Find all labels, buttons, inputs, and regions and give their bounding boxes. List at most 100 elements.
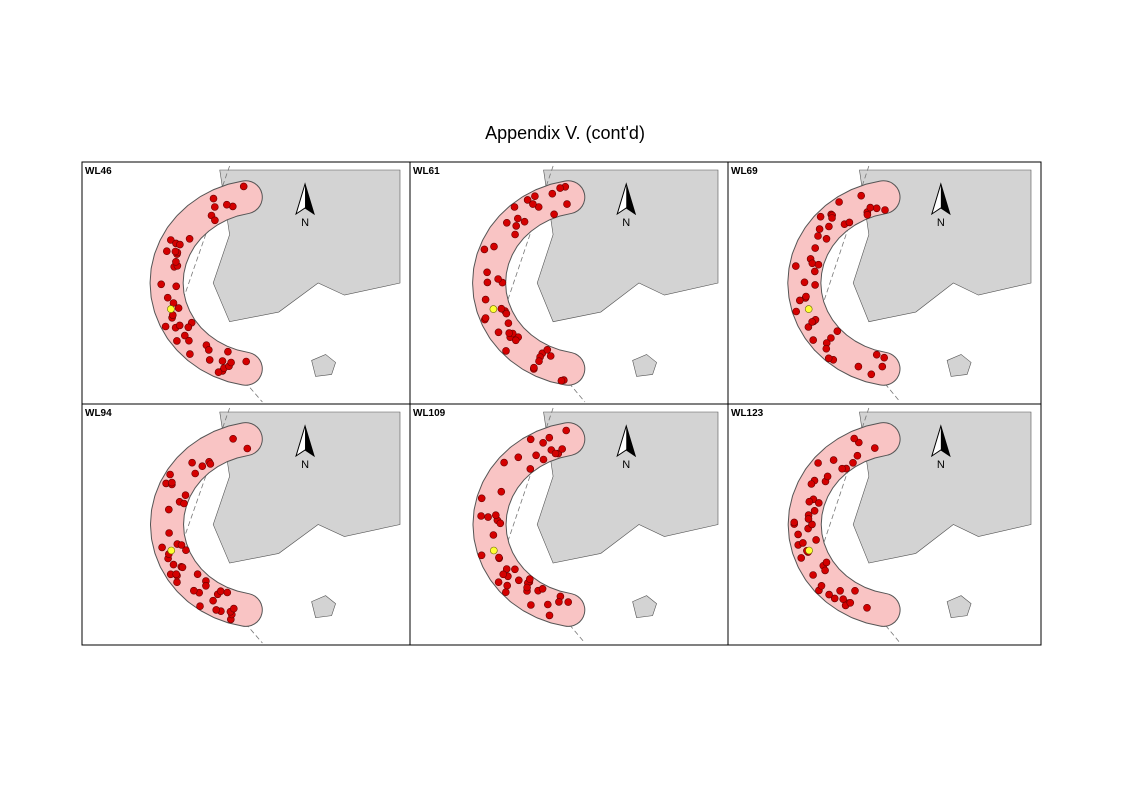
sighting (184, 323, 193, 332)
sighting (177, 541, 186, 549)
sighting (481, 295, 490, 304)
land (852, 411, 1032, 564)
sighting-highlight (805, 546, 813, 555)
sighting (496, 519, 505, 528)
sighting (881, 206, 889, 214)
sighting (503, 218, 511, 227)
sighting (538, 585, 547, 593)
sighting (530, 363, 538, 372)
sighting (822, 235, 831, 243)
sighting (166, 470, 174, 479)
sighting (515, 576, 523, 585)
sighting (483, 268, 491, 277)
north-label: N (937, 217, 945, 229)
sighting (175, 321, 184, 330)
sighting (816, 212, 825, 221)
sighting (833, 327, 842, 335)
panel-label: WL94 (85, 408, 112, 419)
island (632, 595, 657, 618)
map-panel: N WL61 (409, 161, 729, 405)
north-label: N (937, 459, 945, 471)
sighting (504, 319, 513, 327)
sighting (563, 200, 571, 208)
home-range (788, 423, 900, 626)
sighting (158, 543, 166, 552)
sighting (822, 344, 831, 353)
sighting (176, 240, 184, 249)
sighting (490, 242, 498, 251)
sighting (489, 531, 498, 539)
panel-label: WL61 (413, 166, 440, 177)
sighting (494, 328, 503, 337)
sighting (209, 194, 218, 203)
sighting (796, 296, 804, 305)
sighting (185, 336, 193, 345)
sighting (188, 458, 196, 467)
sighting (792, 262, 800, 270)
sighting (545, 611, 554, 620)
panel-label: WL46 (85, 166, 112, 177)
sighting (502, 588, 510, 596)
sighting (527, 601, 535, 609)
north-label: N (622, 459, 630, 471)
sighting (555, 598, 563, 606)
sighting (828, 214, 836, 222)
north-arrow-half (626, 184, 636, 214)
sighting (836, 587, 844, 595)
sighting (495, 553, 503, 562)
sighting (180, 499, 188, 508)
sighting (809, 571, 817, 579)
sighting (878, 362, 887, 371)
sighting (214, 368, 223, 376)
island (311, 595, 336, 618)
sighting (802, 292, 810, 301)
sighting (815, 225, 824, 233)
sighting (821, 566, 829, 575)
land (536, 169, 719, 323)
land (536, 411, 719, 564)
sighting (510, 203, 519, 211)
sighting (822, 558, 831, 567)
sighting (544, 600, 552, 609)
sighting (503, 581, 511, 590)
sighting (812, 536, 820, 544)
panel-label: WL123 (731, 408, 764, 419)
sighting (157, 280, 165, 289)
sighting (205, 346, 213, 354)
north-arrow-half (305, 184, 315, 214)
sighting (174, 304, 183, 312)
sighting (814, 232, 822, 240)
sighting (483, 278, 492, 287)
figure-title: Appendix V. (cont'd) (485, 123, 645, 143)
sighting (529, 200, 537, 208)
sighting (512, 222, 520, 230)
sighting (545, 433, 554, 442)
sighting (539, 455, 548, 464)
panel-label: WL109 (413, 408, 446, 419)
map-panel: N WL123 (727, 403, 1042, 646)
panels: N WL46 N WL61 N WL69 N WL94 N WL109 N WL123 (81, 161, 1042, 646)
sighting (481, 314, 490, 322)
sighting (854, 362, 863, 371)
sighting (202, 582, 210, 590)
sighting (810, 507, 819, 515)
sighting (548, 189, 557, 198)
sighting (497, 304, 506, 313)
sighting (499, 570, 507, 579)
sighting (853, 451, 862, 460)
sighting (814, 260, 823, 269)
sighting (792, 307, 800, 316)
sighting (829, 456, 838, 464)
sighting (186, 350, 194, 358)
sighting (535, 357, 543, 365)
sighting (212, 606, 220, 614)
sighting (505, 329, 513, 337)
north-label: N (301, 459, 309, 471)
sighting (863, 604, 871, 612)
sighting (872, 350, 881, 359)
sighting (845, 218, 854, 227)
sighting (523, 196, 532, 204)
sighting (211, 216, 219, 225)
north-label: N (622, 217, 630, 229)
sighting (817, 582, 826, 590)
